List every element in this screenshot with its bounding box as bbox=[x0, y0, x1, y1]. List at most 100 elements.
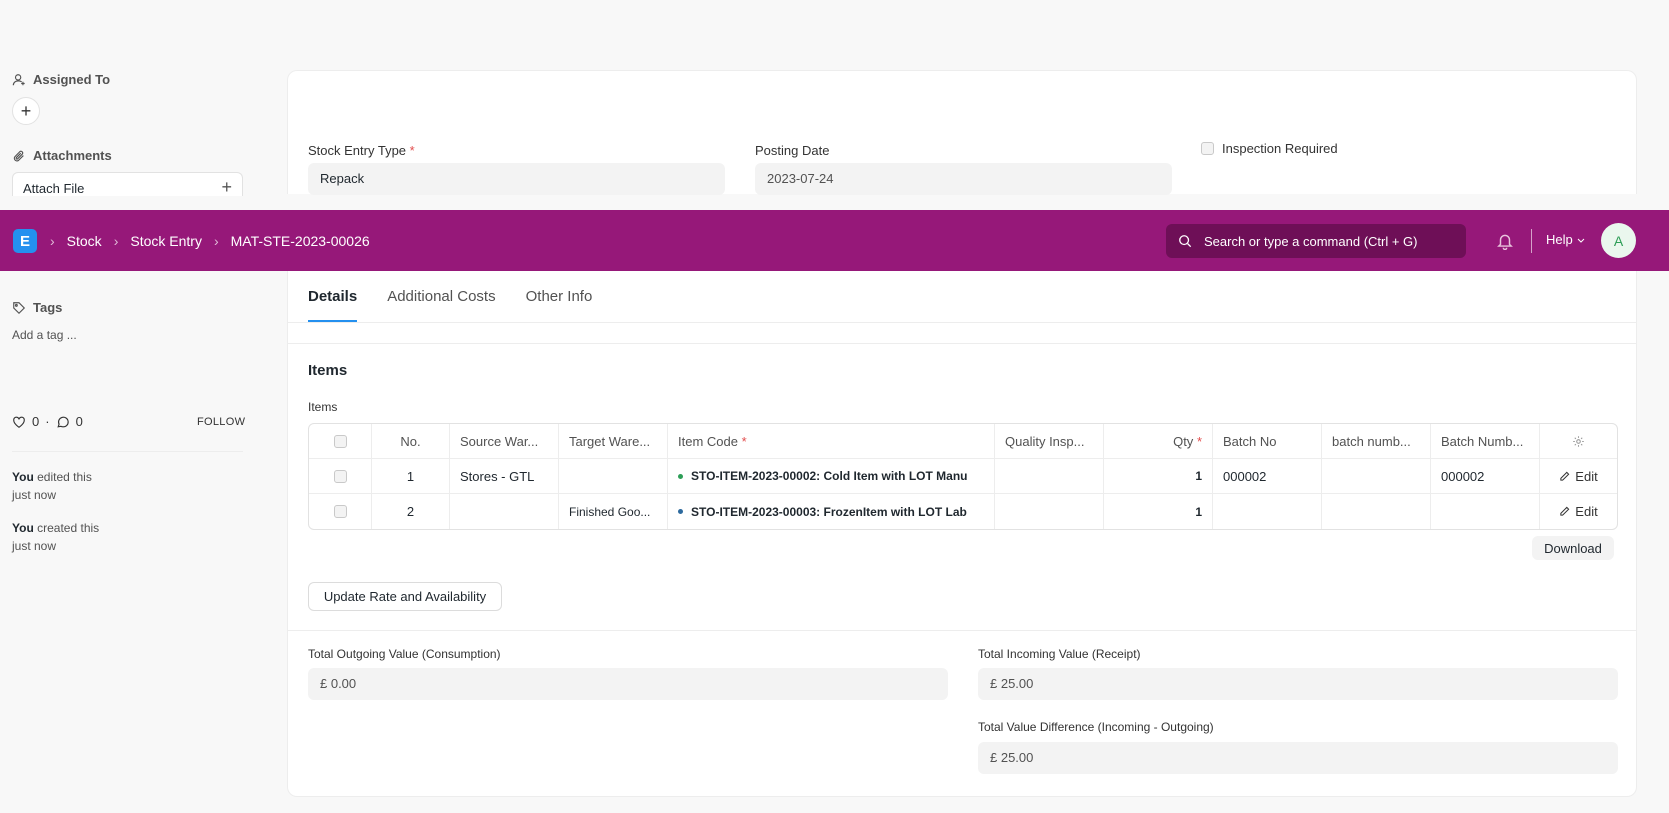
total-incoming-label: Total Incoming Value (Receipt) bbox=[978, 647, 1141, 661]
dot-separator: · bbox=[45, 414, 50, 429]
bell-icon[interactable] bbox=[1496, 232, 1514, 250]
column-header: Batch No bbox=[1213, 424, 1322, 458]
tabs-divider bbox=[288, 322, 1636, 323]
tag-icon bbox=[13, 301, 26, 314]
add-assignee-button[interactable]: + bbox=[12, 97, 40, 125]
comment-icon[interactable] bbox=[56, 415, 70, 429]
total-difference-value: £ 25.00 bbox=[978, 742, 1618, 774]
required-marker: * bbox=[409, 143, 415, 158]
breadcrumb-stock-entry[interactable]: Stock Entry bbox=[130, 232, 202, 249]
source-warehouse-cell[interactable]: Stores - GTL bbox=[450, 459, 559, 493]
total-difference-label: Total Value Difference (Incoming - Outgo… bbox=[978, 720, 1214, 734]
avatar[interactable]: A bbox=[1601, 223, 1636, 258]
item-code-cell[interactable]: STO-ITEM-2023-00002: Cold Item with LOT … bbox=[668, 459, 995, 493]
plus-icon: + bbox=[20, 100, 32, 121]
required-marker: * bbox=[741, 433, 747, 449]
column-header-qty: Qty * bbox=[1104, 424, 1213, 458]
table-row[interactable]: 1 Stores - GTL STO-ITEM-2023-00002: Cold… bbox=[309, 459, 1617, 494]
qty-cell[interactable]: 1 bbox=[1104, 459, 1213, 493]
batch-no-cell[interactable]: 000002 bbox=[1213, 459, 1322, 493]
search-bar[interactable]: Search or type a command (Ctrl + G) bbox=[1166, 224, 1466, 258]
batch-no-cell[interactable] bbox=[1213, 494, 1322, 529]
update-rate-button[interactable]: Update Rate and Availability bbox=[308, 582, 502, 611]
row-checkbox[interactable] bbox=[333, 469, 347, 483]
activity-user: You bbox=[12, 521, 34, 535]
column-header: Quality Insp... bbox=[995, 424, 1104, 458]
social-counts: 0 · 0 bbox=[12, 414, 83, 429]
download-button[interactable]: Download bbox=[1532, 536, 1614, 560]
breadcrumb: › Stock › Stock Entry › MAT-STE-2023-000… bbox=[50, 210, 370, 271]
follow-button[interactable]: FOLLOW bbox=[197, 416, 246, 428]
attachments-label: Attachments bbox=[33, 148, 112, 163]
status-dot bbox=[678, 473, 683, 479]
edit-cell: Edit bbox=[1540, 459, 1617, 493]
row-number: 2 bbox=[372, 494, 450, 529]
column-header: batch numb... bbox=[1322, 424, 1431, 458]
likes-count: 0 bbox=[32, 414, 40, 429]
activity-time: just now bbox=[12, 539, 57, 553]
attach-file-label: Attach File bbox=[23, 181, 85, 196]
batch-number-cell[interactable] bbox=[1431, 494, 1540, 529]
row-number: 1 bbox=[372, 459, 450, 493]
help-label: Help bbox=[1546, 232, 1573, 247]
tab-other-info[interactable]: Other Info bbox=[525, 288, 593, 305]
plus-icon: + bbox=[221, 177, 232, 197]
activity-action: created this bbox=[37, 521, 100, 535]
breadcrumb-stock[interactable]: Stock bbox=[66, 232, 102, 249]
app-logo[interactable]: E bbox=[13, 229, 37, 253]
row-checkbox[interactable] bbox=[333, 505, 347, 518]
attach-file-button[interactable]: Attach File + bbox=[12, 172, 243, 196]
quality-inspection-cell[interactable] bbox=[995, 459, 1104, 493]
grid-settings-cell bbox=[1540, 424, 1617, 458]
target-warehouse-cell[interactable] bbox=[559, 459, 668, 493]
pencil-icon bbox=[1560, 471, 1570, 481]
qty-cell[interactable]: 1 bbox=[1104, 494, 1213, 529]
gear-icon[interactable] bbox=[1572, 435, 1585, 448]
select-all-checkbox[interactable] bbox=[333, 434, 347, 448]
stock-entry-type-input[interactable]: Repack bbox=[308, 163, 725, 195]
comments-count: 0 bbox=[75, 414, 83, 429]
row-select-cell bbox=[309, 494, 372, 529]
column-header: No. bbox=[372, 424, 450, 458]
add-tag-link[interactable]: Add a tag ... bbox=[12, 328, 77, 342]
batch-numb-cell[interactable] bbox=[1322, 494, 1431, 529]
chevron-right-icon: › bbox=[50, 232, 55, 249]
table-header: No. Source War... Target Ware... Item Co… bbox=[309, 424, 1617, 459]
batch-number-cell[interactable]: 000002 bbox=[1431, 459, 1540, 493]
sidebar-divider bbox=[12, 451, 243, 452]
avatar-initial: A bbox=[1613, 232, 1624, 249]
quality-inspection-cell[interactable] bbox=[995, 494, 1104, 529]
status-dot bbox=[678, 509, 683, 514]
item-code-cell[interactable]: STO-ITEM-2023-00003: FrozenItem with LOT… bbox=[668, 494, 995, 529]
required-marker: * bbox=[1196, 433, 1202, 449]
posting-date-input[interactable]: 2023-07-24 bbox=[755, 163, 1172, 195]
inspection-required-row[interactable]: Inspection Required bbox=[1201, 141, 1338, 156]
breadcrumb-document[interactable]: MAT-STE-2023-00026 bbox=[230, 232, 370, 249]
column-header: Batch Numb... bbox=[1431, 424, 1540, 458]
activity-user: You bbox=[12, 470, 34, 484]
inspection-required-checkbox[interactable] bbox=[1201, 142, 1214, 155]
total-outgoing-value: £ 0.00 bbox=[308, 668, 948, 700]
stock-entry-type-label: Stock Entry Type * bbox=[308, 143, 415, 158]
batch-numb-cell[interactable] bbox=[1322, 459, 1431, 493]
help-dropdown[interactable]: Help bbox=[1546, 232, 1585, 247]
column-header-item-code: Item Code * bbox=[668, 424, 995, 458]
search-input[interactable]: Search or type a command (Ctrl + G) bbox=[1204, 233, 1418, 249]
heart-icon[interactable] bbox=[12, 415, 26, 429]
edit-row-button[interactable]: Edit bbox=[1559, 469, 1598, 484]
tab-details[interactable]: Details bbox=[308, 271, 358, 322]
form-card-top: Stock Entry Type * Repack Posting Date 2… bbox=[287, 70, 1637, 195]
row-select-cell bbox=[309, 459, 372, 493]
select-all-cell bbox=[309, 424, 372, 458]
chevron-right-icon: › bbox=[113, 232, 119, 249]
navbar: E › Stock › Stock Entry › MAT-STE-2023-0… bbox=[0, 210, 1669, 271]
edit-row-button[interactable]: Edit bbox=[1559, 504, 1598, 519]
target-warehouse-cell[interactable]: Finished Goo... bbox=[559, 494, 668, 529]
source-warehouse-cell[interactable] bbox=[450, 494, 559, 529]
tab-additional-costs[interactable]: Additional Costs bbox=[387, 288, 496, 305]
column-header: Source War... bbox=[450, 424, 559, 458]
items-table: No. Source War... Target Ware... Item Co… bbox=[308, 423, 1618, 530]
table-row[interactable]: 2 Finished Goo... STO-ITEM-2023-00003: F… bbox=[309, 494, 1617, 529]
total-outgoing-label: Total Outgoing Value (Consumption) bbox=[308, 647, 501, 661]
items-grid-label: Items bbox=[308, 400, 338, 414]
